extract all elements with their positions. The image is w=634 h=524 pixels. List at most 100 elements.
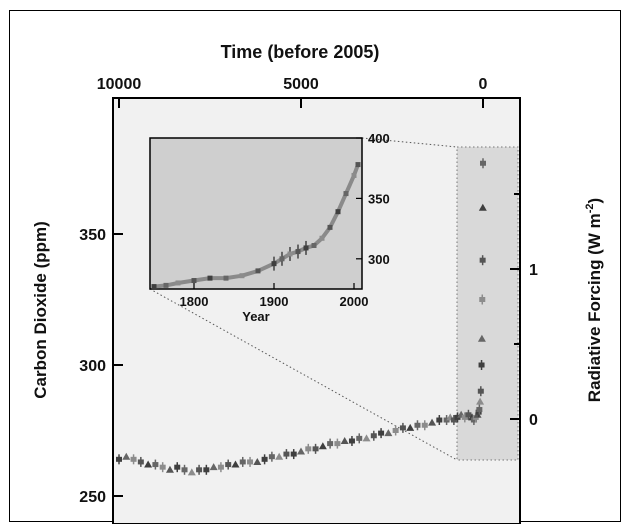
co2-data-point bbox=[137, 459, 144, 465]
co2-data-point bbox=[479, 257, 486, 263]
right-axis-title-close: ) bbox=[585, 198, 604, 204]
co2-data-point bbox=[421, 422, 428, 428]
inset-data-point bbox=[311, 243, 317, 249]
co2-data-point bbox=[144, 460, 153, 468]
co2-data-point bbox=[450, 417, 457, 423]
co2-data-point bbox=[181, 467, 188, 473]
co2-data-point bbox=[203, 467, 210, 473]
co2-data-point bbox=[476, 397, 485, 405]
inset-data-point bbox=[239, 273, 245, 279]
co2-data-point bbox=[362, 434, 371, 442]
inset-x-tick-label: 1900 bbox=[260, 294, 289, 309]
co2-data-point bbox=[461, 414, 468, 420]
inset-data-point bbox=[255, 268, 261, 274]
co2-data-point bbox=[340, 436, 349, 444]
top-tick-label: 5000 bbox=[283, 76, 319, 93]
co2-data-point bbox=[283, 451, 290, 457]
left-axis-title: Carbon Dioxide (ppm) bbox=[31, 221, 50, 399]
co2-data-point bbox=[159, 464, 166, 470]
co2-data-point bbox=[476, 407, 483, 413]
inset-data-point bbox=[343, 191, 349, 197]
co2-data-point bbox=[165, 465, 174, 473]
co2-data-point bbox=[268, 454, 275, 460]
inset-data-point bbox=[151, 284, 157, 290]
co2-data-point bbox=[406, 423, 415, 431]
co2-data-point bbox=[428, 418, 437, 426]
top-axis-title: Time (before 2005) bbox=[221, 42, 380, 62]
inset-x-axis-title: Year bbox=[242, 309, 269, 324]
co2-data-point bbox=[187, 468, 196, 476]
inset-x-tick-label: 2000 bbox=[340, 294, 369, 309]
co2-data-point bbox=[196, 467, 203, 473]
inset-data-point bbox=[327, 224, 333, 230]
inset-data-point bbox=[303, 245, 309, 251]
co2-data-point bbox=[253, 457, 262, 465]
inset-y-tick-label: 350 bbox=[368, 191, 390, 206]
inset-data-point bbox=[207, 275, 213, 281]
co2-data-point bbox=[327, 441, 334, 447]
co2-data-point bbox=[290, 451, 297, 457]
co2-data-point bbox=[217, 464, 224, 470]
co2-data-point bbox=[384, 429, 393, 437]
co2-data-point bbox=[318, 442, 327, 450]
right-axis-title-main: Radiative Forcing (W m bbox=[585, 213, 604, 402]
co2-data-point bbox=[470, 417, 477, 423]
co2-data-point bbox=[478, 362, 485, 368]
inset-y-tick-label: 400 bbox=[368, 131, 390, 146]
co2-data-point bbox=[231, 460, 240, 468]
co2-data-point bbox=[312, 446, 319, 452]
inset-data-point bbox=[287, 251, 293, 257]
inset-data-point bbox=[163, 282, 169, 288]
inset-data-point bbox=[295, 249, 301, 255]
inset-data-point bbox=[279, 256, 285, 262]
inset-plot-area bbox=[149, 137, 363, 290]
inset-data-point bbox=[191, 278, 197, 284]
co2-data-point bbox=[370, 433, 377, 439]
left-tick-label: 300 bbox=[79, 358, 106, 375]
top-tick-label: 0 bbox=[479, 76, 488, 93]
co2-data-point bbox=[478, 203, 487, 211]
co2-data-point bbox=[480, 160, 486, 166]
co2-data-point bbox=[399, 425, 406, 431]
co2-data-point bbox=[261, 456, 268, 462]
inset-data-point bbox=[355, 162, 361, 168]
co2-data-point bbox=[247, 459, 254, 465]
co2-data-point bbox=[348, 438, 355, 444]
co2-data-point bbox=[477, 334, 486, 342]
inset-data-point bbox=[223, 275, 229, 281]
co2-data-point bbox=[392, 428, 399, 433]
co2-data-point bbox=[305, 446, 312, 452]
co2-data-point bbox=[239, 459, 246, 465]
inset-data-point bbox=[351, 172, 357, 178]
co2-data-point bbox=[436, 417, 443, 423]
inset-data-point bbox=[319, 235, 325, 241]
co2-data-point bbox=[209, 463, 218, 471]
inset-x-tick-label: 1800 bbox=[180, 294, 209, 309]
co2-data-point bbox=[414, 422, 421, 428]
inset-data-point bbox=[175, 280, 181, 286]
zoom-highlight-box bbox=[456, 146, 519, 461]
co2-data-point bbox=[116, 456, 122, 462]
co2-data-point bbox=[225, 462, 232, 468]
top-tick-label: 10000 bbox=[97, 76, 142, 93]
co2-data-point bbox=[479, 297, 486, 302]
co2-data-point bbox=[465, 412, 472, 418]
co2-data-point bbox=[356, 435, 363, 441]
co2-data-point bbox=[122, 452, 131, 460]
co2-data-point bbox=[275, 452, 284, 460]
co2-data-point bbox=[334, 441, 341, 447]
right-axis-title: Radiative Forcing (W m-2) bbox=[584, 198, 604, 402]
inset-data-point bbox=[271, 261, 277, 267]
inset-co2-curve bbox=[153, 163, 360, 289]
co2-data-point bbox=[130, 456, 137, 462]
right-axis-title-sup: -2 bbox=[584, 203, 596, 213]
inset-y-tick-label: 300 bbox=[368, 252, 390, 267]
co2-data-point bbox=[297, 447, 305, 455]
co2-data-point bbox=[174, 464, 181, 470]
co2-data-point bbox=[152, 462, 159, 468]
right-tick-label: 1 bbox=[529, 262, 538, 279]
co2-data-point bbox=[477, 388, 484, 394]
connector-line-bottom bbox=[149, 288, 458, 461]
left-tick-label: 250 bbox=[79, 489, 106, 506]
